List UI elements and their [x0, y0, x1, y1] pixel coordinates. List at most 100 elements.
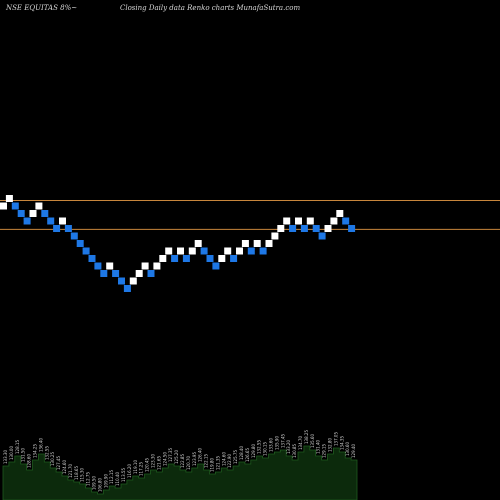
renko-brick [265, 240, 273, 247]
renko-brick [348, 225, 356, 232]
volume-label: 125.20 [174, 450, 179, 464]
renko-brick [70, 232, 78, 240]
renko-brick [135, 270, 143, 277]
renko-brick [41, 210, 49, 217]
volume-label: 110.40 [115, 472, 120, 486]
volume-label: 123.30 [150, 454, 155, 468]
volume-label: 134.25 [32, 444, 37, 458]
renko-brick [306, 217, 314, 225]
renko-brick [147, 270, 155, 277]
renko-brick [259, 247, 267, 255]
renko-brick [236, 247, 243, 255]
volume-label: 128.15 [15, 440, 20, 454]
renko-brick [218, 255, 226, 262]
renko-brick [283, 217, 291, 225]
renko-brick [112, 270, 120, 277]
renko-brick [241, 240, 249, 247]
renko-brick [153, 262, 161, 270]
volume-label: 126.65 [245, 448, 250, 462]
renko-brick [82, 247, 90, 255]
renko-brick [123, 285, 131, 292]
volume-label: 125.75 [233, 450, 238, 464]
volume-label: 119.10 [133, 460, 138, 474]
volume-label: 123.95 [192, 452, 197, 466]
volume-label: 115.30 [80, 468, 85, 482]
volume-label: 130.60 [345, 442, 350, 456]
renko-brick [59, 217, 66, 225]
chart-subtitle: Closing Daily data Renko charts MunafaSu… [120, 4, 301, 12]
renko-brick [47, 217, 55, 225]
volume-label: 127.35 [168, 448, 173, 462]
volume-label: 134.70 [298, 436, 303, 450]
volume-label: 130.15 [263, 442, 268, 456]
volume-label: 124.50 [162, 452, 167, 466]
renko-brick [271, 232, 279, 240]
volume-label: 129.40 [351, 444, 356, 458]
volume-label: 129.15 [322, 444, 327, 458]
volume-label: 138.25 [304, 430, 309, 444]
volume-label: 121.65 [156, 456, 161, 470]
renko-brick [88, 255, 96, 262]
volume-label: 121.70 [68, 464, 73, 478]
volume-label: 124.60 [62, 460, 67, 474]
volume-label: 133.60 [268, 438, 273, 452]
volume-label: 135.90 [274, 436, 279, 450]
renko-brick [312, 225, 320, 232]
renko-brick [342, 217, 350, 225]
renko-brick [253, 240, 261, 247]
renko-brick [212, 262, 220, 270]
volume-label: 133.20 [286, 440, 291, 454]
volume-label: 116.20 [127, 464, 132, 478]
volume-label: 131.40 [316, 440, 321, 454]
volume-label: 126.40 [198, 448, 203, 462]
renko-brick [165, 247, 173, 255]
volume-label: 131.50 [21, 448, 26, 462]
renko-brick [200, 247, 208, 255]
renko-brick [330, 217, 338, 225]
volume-label: 118.65 [74, 466, 79, 480]
volume-label: 122.90 [227, 454, 232, 468]
volume-label: 137.45 [280, 434, 285, 448]
renko-brick [171, 255, 179, 262]
renko-brick [247, 247, 255, 255]
renko-brick [324, 225, 332, 232]
renko-brick [336, 210, 344, 217]
volume-label: 120.70 [186, 456, 191, 470]
renko-brick [5, 195, 13, 202]
volume-label: 136.40 [38, 438, 43, 452]
volume-area [2, 445, 358, 500]
volume-label: 128.40 [239, 446, 244, 460]
renko-brick [224, 247, 232, 255]
volume-label: 130.25 [50, 452, 55, 466]
renko-brick [182, 255, 190, 262]
reference-lines [0, 200, 500, 230]
renko-brick [64, 225, 72, 232]
renko-brick [289, 225, 297, 232]
volume-label: 124.60 [221, 452, 226, 466]
volume-label: 132.55 [44, 446, 49, 460]
volume-label: 130.00 [9, 446, 14, 460]
volume-label: 117.25 [139, 462, 144, 476]
volume-label: 113.55 [121, 468, 126, 482]
volume-label: 135.60 [310, 434, 315, 448]
volume-label: 132.55 [257, 440, 262, 454]
volume-label: 120.45 [145, 458, 150, 472]
volume-label: 128.60 [27, 454, 32, 468]
renko-brick [0, 202, 7, 210]
renko-brick [17, 210, 25, 217]
volume-label: 129.80 [251, 444, 256, 458]
volume-label: 127.45 [56, 456, 61, 470]
renko-brick [159, 255, 167, 262]
renko-brick [230, 255, 238, 262]
renko-brick [141, 262, 149, 270]
volume-label: 109.90 [103, 474, 108, 488]
renko-brick [53, 225, 61, 232]
renko-brick [300, 225, 308, 232]
volume-label: 112.75 [86, 472, 91, 486]
volume-label: 109.50 [91, 476, 96, 490]
volume-label: 134.35 [339, 436, 344, 450]
renko-brick [106, 262, 114, 270]
renko-brick [206, 255, 214, 262]
